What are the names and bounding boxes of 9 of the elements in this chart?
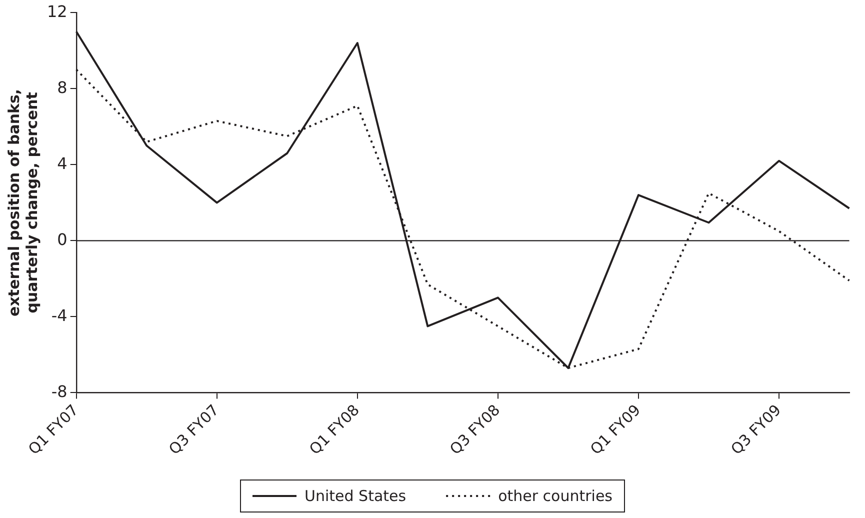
y-tick-label: 4 bbox=[57, 154, 68, 173]
y-tick-label: 8 bbox=[57, 78, 68, 97]
y-axis-title: external position of banks, quarterly change, percent bbox=[4, 88, 41, 316]
y-tick-label: 12 bbox=[47, 2, 68, 21]
y-tick-label: -4 bbox=[51, 306, 68, 325]
legend-label: United States bbox=[304, 486, 406, 505]
legend-label: other countries bbox=[498, 486, 613, 505]
y-tick-label: 0 bbox=[57, 230, 68, 249]
y-tick-label: -8 bbox=[51, 382, 68, 401]
